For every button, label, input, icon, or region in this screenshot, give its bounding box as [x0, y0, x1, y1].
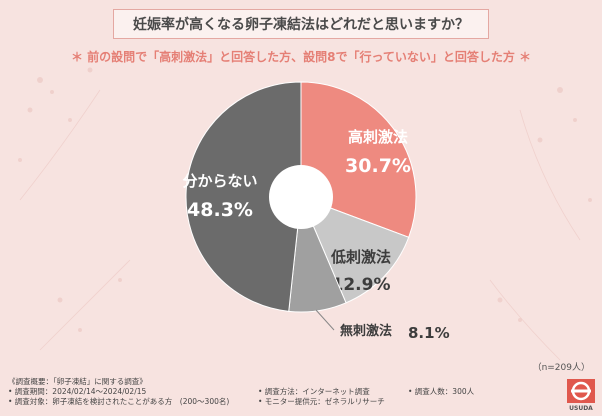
slice-value-label: 48.3%: [187, 199, 253, 221]
chart-subtitle: ＊ 前の設問で「高刺激法」と回答した方、設問8で「行っていない」と回答した方 ＊: [70, 50, 532, 64]
usuda-logo: USUDA: [567, 379, 595, 412]
slice-label: 高刺激法: [348, 128, 408, 146]
pie-slice: [185, 81, 302, 312]
slice-value-label: 12.9%: [332, 275, 391, 295]
donut-hole: [269, 165, 333, 229]
leader-line: [315, 309, 335, 331]
footer-provider: • モニター提供元：ゼネラルリサーチ: [258, 397, 385, 406]
footer-period: • 調査期間：2024/02/14〜2024/02/15: [8, 387, 147, 396]
slice-value-label: 30.7%: [345, 155, 411, 177]
donut-chart: 高刺激法 30.7% 低刺激法 12.9% 無刺激法 8.1% 分からない 48.3%: [182, 81, 450, 342]
chart-title: 妊娠率が高くなる卵子凍結法はどれだと思いますか？: [133, 17, 469, 33]
footer-overview: 《調査概要：「卵子凍結」に関する調査》: [8, 377, 147, 386]
footer-respondents: • 調査人数：300人: [408, 387, 475, 396]
slice-value-label: 8.1%: [408, 324, 450, 342]
footer-method: • 調査方法：インターネット調査: [258, 387, 370, 396]
pie-slice: [300, 196, 410, 304]
slice-label: 分からない: [182, 172, 257, 190]
title-box: 妊娠率が高くなる卵子凍結法はどれだと思いますか？: [113, 9, 489, 39]
footer-target: • 調査対象：卵子凍結を検討されたことがある方 (200〜300名): [8, 397, 230, 406]
slice-label: 無刺激法: [340, 323, 392, 339]
sample-size: （n=209人）: [532, 363, 590, 373]
slice-label: 低刺激法: [330, 248, 391, 266]
logo-text: USUDA: [569, 405, 593, 412]
